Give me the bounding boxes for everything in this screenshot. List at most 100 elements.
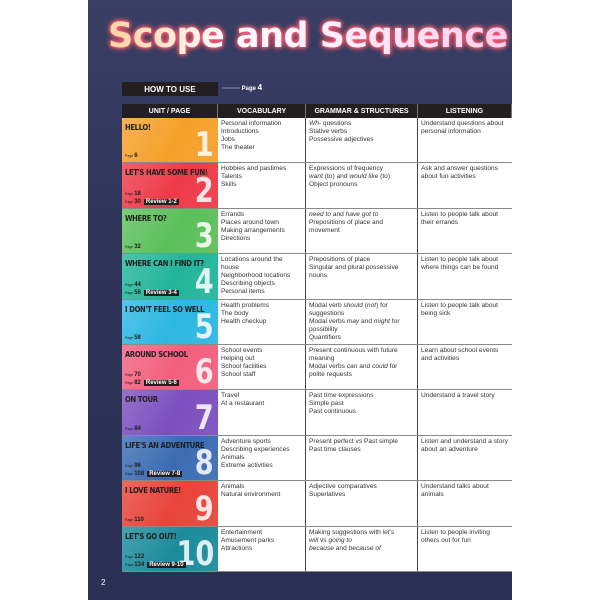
grammar-text: Past time clauses: [309, 445, 361, 453]
grammar-text: can: [346, 362, 358, 370]
grammar-text: Past continuous: [309, 408, 356, 416]
unit-name: LIFE'S AN ADVENTURE: [125, 439, 205, 450]
page-value: 44: [134, 281, 141, 288]
grammar-text: Quantifiers: [309, 333, 341, 341]
review-badge: Review 3-4: [143, 289, 179, 296]
unit-number: 7: [195, 397, 214, 435]
page-word: Page: [125, 373, 134, 378]
unit-name: LET'S HAVE SOME FUN!: [125, 167, 208, 178]
grammar-text: Singular and plural possessive nouns: [309, 264, 399, 280]
grammar-text: for polite requests: [309, 362, 398, 378]
vocabulary-item: Personal items: [221, 288, 265, 296]
table-body: HELLO! 1 Page6 Personal information Introduc…: [122, 118, 512, 572]
vocabulary-cell: Hobbies and pastimes Talents Skills: [218, 163, 306, 208]
grammar-text: would like: [349, 173, 379, 181]
grammar-text: and: [359, 317, 374, 325]
unit-number: 6: [195, 352, 214, 390]
vocabulary-item: Amusement parks: [221, 536, 275, 544]
grammar-text: let's: [382, 528, 395, 536]
page-word: Page: [125, 517, 134, 522]
vocabulary-cell: Health problems The body Health checkup: [218, 299, 306, 344]
page-value: 96: [134, 463, 141, 470]
grammar-text: questions: [321, 120, 352, 127]
grammar-item: Prepositions of place and movement: [309, 219, 414, 235]
grammar-cell: Past time expressions Simple past Past con…: [306, 390, 418, 435]
unit-cell: WHERE CAN I FIND IT? 4 Page44 Page56 Review …: [122, 254, 218, 299]
grammar-item: Object pronouns: [309, 181, 414, 189]
grammar-cell: Prepositions of place Singular and plural…: [306, 254, 418, 299]
page-value: 110: [134, 516, 144, 523]
page-ref: Page18: [125, 190, 179, 198]
unit-name: LET'S GO OUT!: [125, 530, 177, 541]
table-header: UNIT / PAGE VOCABULARY GRAMMAR & STRUCTU…: [122, 104, 512, 118]
unit-name: HELLO!: [125, 122, 151, 132]
vocabulary-item: The theater: [221, 144, 255, 151]
grammar-cell: need to and have got to Prepositions of p…: [306, 208, 418, 254]
grammar-item: Simple past: [309, 400, 414, 408]
table-row: HELLO! 1 Page6 Personal information Introduc…: [122, 118, 512, 164]
review-badge: Review 9-10: [147, 561, 186, 568]
grammar-item: Past time clauses: [309, 446, 414, 454]
grammar-item: Possessive adjectives: [309, 136, 414, 144]
page-value: 56: [134, 289, 141, 296]
vocabulary-item: Directions: [221, 234, 251, 242]
vocabulary-item: Adventure sports: [221, 437, 271, 445]
grammar-item: want (to) and would like (to): [309, 173, 414, 181]
vocabulary-cell: Travel At a restaurant: [218, 390, 306, 435]
vocabulary-item: Talents: [221, 173, 242, 181]
table-row: I LOVE NATURE! 9 Page110 Animals Natural env…: [122, 481, 512, 527]
grammar-text: Adjective comparatives: [309, 483, 377, 491]
grammar-cell: Present perfect vs Past simple Past time …: [306, 435, 418, 481]
vocabulary-item: Natural environment: [221, 491, 281, 499]
vocabulary-item: Extreme activities: [221, 461, 273, 469]
unit-pages: Page84: [125, 425, 141, 433]
grammar-item: Past continuous: [309, 408, 414, 416]
grammar-text: Possessive adjectives: [309, 136, 374, 143]
grammar-item: Stative verbs: [309, 128, 414, 136]
page-word: Page: [125, 282, 134, 287]
review-badge: Review 7-8: [147, 471, 183, 478]
vocabulary-item: Skills: [221, 181, 237, 189]
header-grammar: GRAMMAR & STRUCTURES: [306, 104, 418, 118]
grammar-text: vs: [318, 536, 329, 544]
how-to-use-label: HOW TO USE: [122, 82, 218, 96]
page-value: 84: [134, 425, 141, 432]
grammar-item: Adjective comparatives: [309, 483, 414, 491]
unit-cell: LIFE'S AN ADVENTURE 8 Page96 Page108 Review …: [122, 435, 218, 481]
grammar-cell: Making suggestions with let's will vs goi…: [306, 526, 418, 571]
page-word: Page: [125, 464, 134, 469]
unit-name: I LOVE NATURE!: [125, 485, 181, 496]
listening-cell: Understand talks about animals: [421, 483, 489, 499]
grammar-item: Present continuous with future meaning: [309, 347, 414, 363]
page-ref: Page110: [125, 516, 144, 524]
grammar-item: Superlatives: [309, 491, 414, 499]
vocabulary-item: Locations around the house: [221, 256, 283, 272]
grammar-text: Expressions of frequency: [309, 165, 384, 173]
unit-number: 9: [195, 488, 214, 526]
vocabulary-item: Travel: [221, 392, 240, 400]
vocabulary-item: Attractions: [221, 544, 253, 552]
grammar-item: Wh- questions: [309, 120, 414, 128]
vocabulary-item: Neighborhood locations: [221, 272, 291, 280]
vocabulary-item: Making arrangements: [221, 226, 285, 234]
page-word: Page: [125, 290, 134, 295]
table-row: AROUND SCHOOL 6 Page70 Page82 Review 5-6 Scho…: [122, 344, 512, 391]
page-value: 18: [134, 190, 141, 197]
listening-cell: Listen to people talk about being sick: [421, 301, 498, 317]
grammar-item: Modal verbs can and could for polite req…: [309, 363, 414, 379]
grammar-item: Singular and plural possessive nouns: [309, 264, 414, 280]
page-value: 32: [134, 244, 141, 251]
review-badge: Review 1-2: [143, 198, 179, 205]
grammar-item: Quantifiers: [309, 334, 414, 342]
grammar-text: Modal verbs: [309, 362, 347, 370]
grammar-item: Making suggestions with let's: [309, 529, 414, 537]
grammar-text: Simple past: [309, 400, 344, 408]
dots: ·········: [222, 86, 240, 92]
vocabulary-item: Describing experiences: [221, 445, 290, 453]
grammar-text: may: [346, 317, 360, 325]
vocabulary-item: Health problems: [221, 301, 270, 309]
grammar-text: Prepositions of place: [309, 256, 371, 264]
vocabulary-item: Introductions: [221, 128, 259, 135]
unit-name: WHERE CAN I FIND IT?: [125, 258, 204, 269]
grammar-text: Object pronouns: [309, 181, 358, 189]
